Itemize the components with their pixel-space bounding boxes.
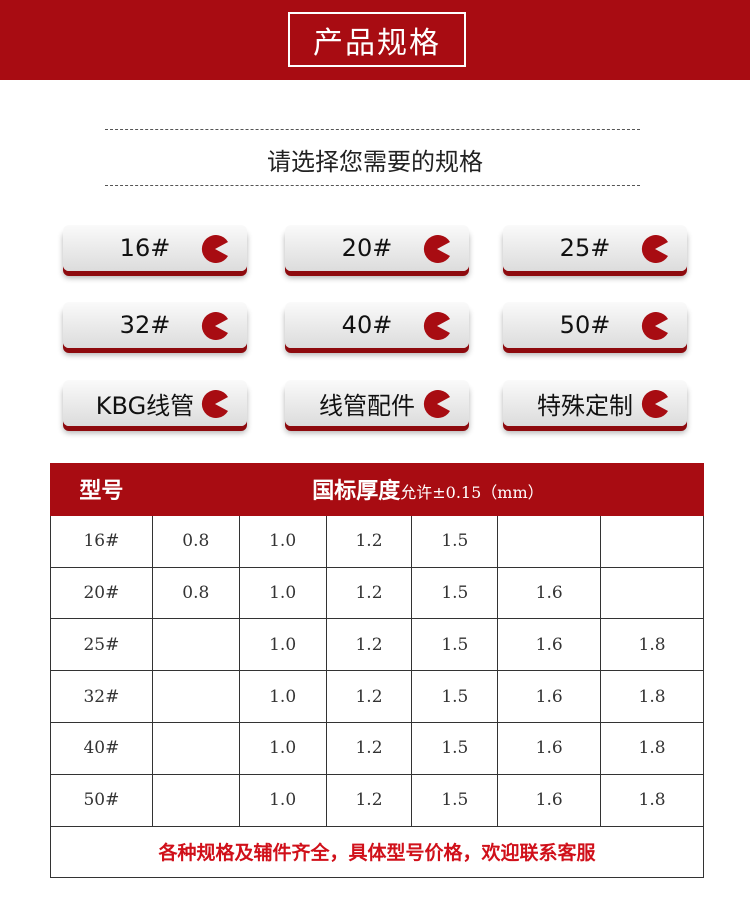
spec-button-label: 50# (559, 311, 611, 339)
thickness-cell: 1.6 (497, 721, 602, 775)
spec-button-label: 16# (119, 234, 171, 262)
spec-button[interactable]: 40# (285, 302, 469, 348)
spec-button[interactable]: 50# (503, 302, 687, 348)
table-row: 25# 1.0 1.2 1.5 1.6 1.8 (50, 618, 704, 672)
table-footer-note: 各种规格及辅件齐全，具体型号价格，欢迎联系客服 (50, 825, 704, 879)
spec-button-label: 40# (341, 311, 393, 339)
thickness-cell: 1.2 (325, 721, 413, 775)
pie-arrow-icon (423, 312, 450, 340)
model-cell: 40# (50, 721, 153, 775)
pie-arrow-icon (641, 235, 668, 263)
table-row: 20# 0.8 1.0 1.2 1.5 1.6 (50, 566, 704, 620)
spec-button[interactable]: 20# (285, 225, 469, 271)
page-title: 产品规格 (288, 12, 466, 67)
thickness-cell: 1.5 (411, 566, 499, 620)
model-cell: 20# (50, 566, 153, 620)
thickness-cell: 1.0 (238, 670, 327, 723)
spec-button-label: 32# (119, 311, 171, 339)
pie-arrow-icon (201, 312, 228, 340)
thickness-cell (151, 618, 240, 672)
divider (105, 185, 640, 186)
thickness-cell: 1.8 (600, 670, 704, 723)
table-row: 16# 0.8 1.0 1.2 1.5 (50, 514, 704, 568)
thickness-cell: 1.8 (600, 773, 704, 827)
thickness-cell: 1.6 (497, 670, 602, 723)
subtitle: 请选择您需要的规格 (267, 148, 483, 176)
thickness-cell: 0.8 (151, 566, 240, 620)
spec-button[interactable]: 线管配件 (285, 380, 469, 426)
thickness-cell: 1.0 (238, 514, 327, 568)
spec-button[interactable]: KBG线管 (63, 380, 247, 426)
spec-button-label: 20# (341, 234, 393, 262)
thickness-cell: 1.6 (497, 773, 602, 827)
table-row: 40# 1.0 1.2 1.5 1.6 1.8 (50, 721, 704, 775)
model-cell: 50# (50, 773, 153, 827)
pie-arrow-icon (201, 390, 228, 418)
spec-button-label: KBG线管 (95, 391, 195, 420)
thickness-cell: 1.2 (325, 670, 413, 723)
header-banner: 产品规格 (0, 0, 750, 80)
spec-button[interactable]: 32# (63, 302, 247, 348)
spec-button[interactable]: 16# (63, 225, 247, 271)
thickness-cell: 1.6 (497, 618, 602, 672)
divider (105, 129, 640, 130)
thickness-cell: 0.8 (151, 514, 240, 568)
thickness-cell: 1.2 (325, 514, 413, 568)
thickness-cell: 1.0 (238, 618, 327, 672)
table-row: 50# 1.0 1.2 1.5 1.6 1.8 (50, 773, 704, 827)
model-cell: 25# (50, 618, 153, 672)
thickness-cell (497, 514, 602, 568)
thickness-cell: 1.5 (411, 721, 499, 775)
pie-arrow-icon (641, 390, 668, 418)
thickness-cell: 1.6 (497, 566, 602, 620)
spec-button[interactable]: 特殊定制 (503, 380, 687, 426)
thickness-cell (600, 566, 704, 620)
pie-arrow-icon (201, 235, 228, 263)
thickness-cell (600, 514, 704, 568)
thickness-cell: 1.8 (600, 618, 704, 672)
model-cell: 16# (50, 514, 153, 568)
model-cell: 32# (50, 670, 153, 723)
thickness-cell: 1.0 (238, 721, 327, 775)
spec-button-label: 特殊定制 (537, 391, 633, 420)
spec-button-label: 25# (559, 234, 611, 262)
spec-table: 型号 国标厚度允许±0.15（mm） 16# 0.8 1.0 1.2 1.5 20# 0.8… (50, 463, 705, 879)
header-thickness: 国标厚度允许±0.15（mm） (151, 463, 705, 516)
thickness-cell: 1.5 (411, 670, 499, 723)
pie-arrow-icon (641, 312, 668, 340)
thickness-cell: 1.0 (238, 566, 327, 620)
thickness-cell: 1.0 (238, 773, 327, 827)
pie-arrow-icon (423, 390, 450, 418)
header-model: 型号 (50, 463, 153, 516)
thickness-cell: 1.2 (325, 618, 413, 672)
table-row: 32# 1.0 1.2 1.5 1.6 1.8 (50, 670, 704, 723)
thickness-cell: 1.5 (411, 773, 499, 827)
thickness-cell: 1.5 (411, 514, 499, 568)
thickness-cell (151, 670, 240, 723)
thickness-cell: 1.5 (411, 618, 499, 672)
thickness-cell: 1.2 (325, 773, 413, 827)
pie-arrow-icon (423, 235, 450, 263)
thickness-cell (151, 773, 240, 827)
thickness-cell (151, 721, 240, 775)
spec-button[interactable]: 25# (503, 225, 687, 271)
thickness-cell: 1.8 (600, 721, 704, 775)
spec-button-label: 线管配件 (319, 391, 415, 420)
thickness-cell: 1.2 (325, 566, 413, 620)
